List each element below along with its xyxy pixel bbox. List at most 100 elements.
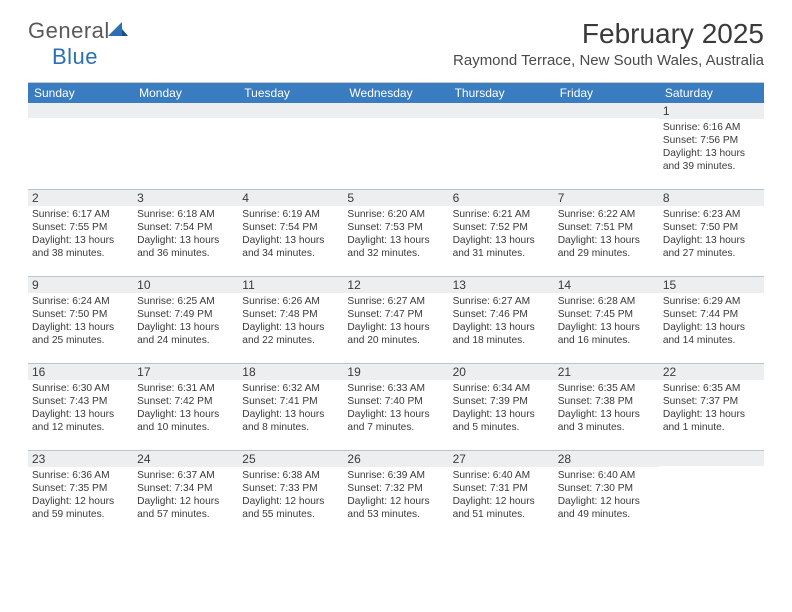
day-details: Sunrise: 6:21 AMSunset: 7:52 PMDaylight:… (453, 208, 550, 260)
day-cell: 17Sunrise: 6:31 AMSunset: 7:42 PMDayligh… (133, 364, 238, 450)
day-cell: 25 Sunrise: 6:38 AMSunset: 7:33 PMDayligh… (238, 451, 343, 537)
week-row: 23Sunrise: 6:36 AMSunset: 7:35 PMDayligh… (28, 451, 764, 537)
day-details: Sunrise: 6:32 AMSunset: 7:41 PMDaylight:… (242, 382, 339, 434)
day-number (554, 103, 659, 118)
day-cell: 6Sunrise: 6:21 AMSunset: 7:52 PMDaylight… (449, 190, 554, 276)
dow-monday: Monday (133, 83, 238, 103)
day-cell: 8 Sunrise: 6:23 AMSunset: 7:50 PMDaylight… (659, 190, 764, 276)
day-details: Sunrise: 6:22 AMSunset: 7:51 PMDaylight:… (558, 208, 655, 260)
day-details: Sunrise: 6:30 AMSunset: 7:43 PMDaylight:… (32, 382, 129, 434)
day-cell (28, 103, 133, 189)
day-cell: 12 Sunrise: 6:27 AMSunset: 7:47 PMDayligh… (343, 277, 448, 363)
day-number: 8 (659, 190, 764, 206)
day-number: 20 (449, 364, 554, 380)
day-number: 4 (238, 190, 343, 206)
day-number (28, 103, 133, 118)
day-number: 26 (343, 451, 448, 467)
day-number: 22 (659, 364, 764, 380)
day-cell: 24Sunrise: 6:37 AMSunset: 7:34 PMDayligh… (133, 451, 238, 537)
day-number: 21 (554, 364, 659, 380)
day-number: 2 (28, 190, 133, 206)
day-details: Sunrise: 6:27 AMSunset: 7:46 PMDaylight:… (453, 295, 550, 347)
day-number (238, 103, 343, 118)
brand-word1: General (28, 18, 110, 43)
day-cell: 5 Sunrise: 6:20 AMSunset: 7:53 PMDaylight… (343, 190, 448, 276)
day-number: 1 (659, 103, 764, 119)
day-details: Sunrise: 6:29 AMSunset: 7:44 PMDaylight:… (663, 295, 760, 347)
day-details: Sunrise: 6:37 AMSunset: 7:34 PMDaylight:… (137, 469, 234, 521)
brand-logo: General Blue (28, 18, 128, 70)
day-number: 7 (554, 190, 659, 206)
day-cell (554, 103, 659, 189)
location-text: Raymond Terrace, New South Wales, Austra… (453, 52, 764, 69)
day-number: 18 (238, 364, 343, 380)
day-cell: 3Sunrise: 6:18 AMSunset: 7:54 PMDaylight… (133, 190, 238, 276)
day-cell: 21 Sunrise: 6:35 AMSunset: 7:38 PMDayligh… (554, 364, 659, 450)
sail-icon (108, 18, 128, 44)
day-number (133, 103, 238, 118)
day-cell: 22 Sunrise: 6:35 AMSunset: 7:37 PMDayligh… (659, 364, 764, 450)
week-row: 1 Sunrise: 6:16 AMSunset: 7:56 PMDaylight… (28, 103, 764, 190)
day-cell: 7 Sunrise: 6:22 AMSunset: 7:51 PMDaylight… (554, 190, 659, 276)
month-title: February 2025 (453, 18, 764, 50)
day-cell: 13 Sunrise: 6:27 AMSunset: 7:46 PMDayligh… (449, 277, 554, 363)
day-cell: 26Sunrise: 6:39 AMSunset: 7:32 PMDayligh… (343, 451, 448, 537)
dow-row: Sunday Monday Tuesday Wednesday Thursday… (28, 83, 764, 103)
day-cell: 2 Sunrise: 6:17 AMSunset: 7:55 PMDaylight… (28, 190, 133, 276)
day-cell (449, 103, 554, 189)
day-details: Sunrise: 6:25 AMSunset: 7:49 PMDaylight:… (137, 295, 234, 347)
dow-tuesday: Tuesday (238, 83, 343, 103)
day-details: Sunrise: 6:33 AMSunset: 7:40 PMDaylight:… (347, 382, 444, 434)
day-number (659, 451, 764, 466)
day-details: Sunrise: 6:40 AMSunset: 7:30 PMDaylight:… (558, 469, 655, 521)
day-details: Sunrise: 6:40 AMSunset: 7:31 PMDaylight:… (453, 469, 550, 521)
day-cell: 11 Sunrise: 6:26 AMSunset: 7:48 PMDayligh… (238, 277, 343, 363)
day-details: Sunrise: 6:17 AMSunset: 7:55 PMDaylight:… (32, 208, 129, 260)
day-details: Sunrise: 6:20 AMSunset: 7:53 PMDaylight:… (347, 208, 444, 260)
dow-sunday: Sunday (28, 83, 133, 103)
brand-word2: Blue (52, 44, 98, 69)
weeks-container: 1 Sunrise: 6:16 AMSunset: 7:56 PMDaylight… (28, 103, 764, 537)
day-details: Sunrise: 6:26 AMSunset: 7:48 PMDaylight:… (242, 295, 339, 347)
day-details: Sunrise: 6:31 AMSunset: 7:42 PMDaylight:… (137, 382, 234, 434)
day-details: Sunrise: 6:38 AMSunset: 7:33 PMDaylight:… (242, 469, 339, 521)
dow-friday: Friday (554, 83, 659, 103)
day-number: 5 (343, 190, 448, 206)
day-cell (133, 103, 238, 189)
day-number: 25 (238, 451, 343, 467)
day-number: 15 (659, 277, 764, 293)
day-cell: 28 Sunrise: 6:40 AMSunset: 7:30 PMDayligh… (554, 451, 659, 537)
day-number: 16 (28, 364, 133, 380)
dow-thursday: Thursday (449, 83, 554, 103)
header: General Blue February 2025 Raymond Terra… (0, 0, 792, 74)
day-details: Sunrise: 6:34 AMSunset: 7:39 PMDaylight:… (453, 382, 550, 434)
day-cell: 9Sunrise: 6:24 AMSunset: 7:50 PMDaylight… (28, 277, 133, 363)
day-details: Sunrise: 6:35 AMSunset: 7:38 PMDaylight:… (558, 382, 655, 434)
day-details: Sunrise: 6:35 AMSunset: 7:37 PMDaylight:… (663, 382, 760, 434)
day-cell: 16 Sunrise: 6:30 AMSunset: 7:43 PMDayligh… (28, 364, 133, 450)
day-number: 28 (554, 451, 659, 467)
day-number: 23 (28, 451, 133, 467)
day-cell: 15 Sunrise: 6:29 AMSunset: 7:44 PMDayligh… (659, 277, 764, 363)
day-cell (659, 451, 764, 537)
day-details: Sunrise: 6:23 AMSunset: 7:50 PMDaylight:… (663, 208, 760, 260)
dow-wednesday: Wednesday (343, 83, 448, 103)
day-number (343, 103, 448, 118)
day-details: Sunrise: 6:16 AMSunset: 7:56 PMDaylight:… (663, 121, 760, 173)
day-cell: 19 Sunrise: 6:33 AMSunset: 7:40 PMDayligh… (343, 364, 448, 450)
day-number: 3 (133, 190, 238, 206)
day-cell: 27 Sunrise: 6:40 AMSunset: 7:31 PMDayligh… (449, 451, 554, 537)
day-number: 19 (343, 364, 448, 380)
day-number: 12 (343, 277, 448, 293)
brand-text: General Blue (28, 18, 128, 70)
day-number: 14 (554, 277, 659, 293)
week-row: 2 Sunrise: 6:17 AMSunset: 7:55 PMDaylight… (28, 190, 764, 277)
day-number (449, 103, 554, 118)
day-cell: 1 Sunrise: 6:16 AMSunset: 7:56 PMDaylight… (659, 103, 764, 189)
day-details: Sunrise: 6:27 AMSunset: 7:47 PMDaylight:… (347, 295, 444, 347)
day-number: 13 (449, 277, 554, 293)
day-number: 11 (238, 277, 343, 293)
day-number: 27 (449, 451, 554, 467)
title-block: February 2025 Raymond Terrace, New South… (453, 18, 764, 69)
day-cell: 23Sunrise: 6:36 AMSunset: 7:35 PMDayligh… (28, 451, 133, 537)
